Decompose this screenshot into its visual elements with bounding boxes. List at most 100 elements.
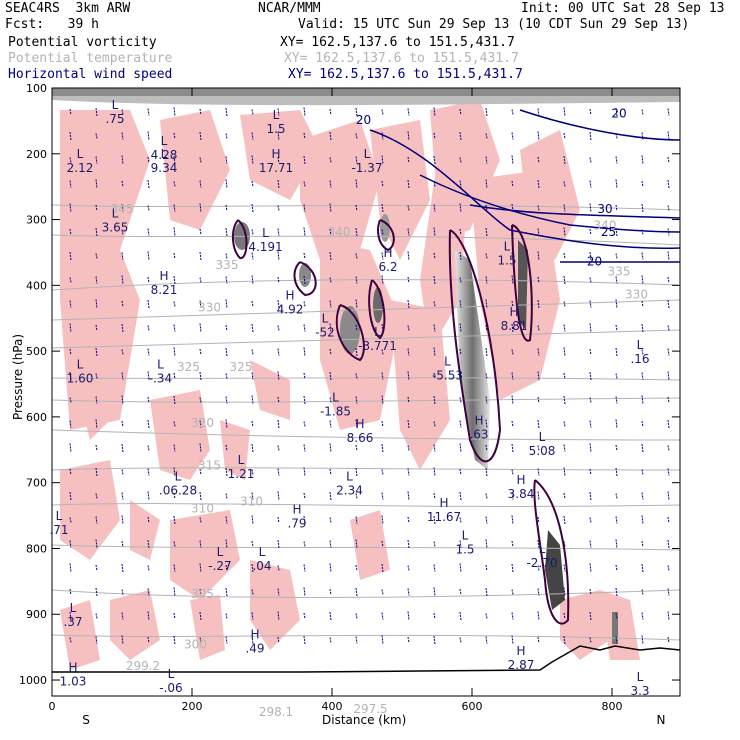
wind-barb [121,395,124,405]
y-tick-label: 300 [26,214,47,227]
theta-label: 299.2 [126,659,160,673]
wind-barb [303,444,306,452]
wind-barb [199,348,202,356]
wind-barb [173,372,176,380]
wind-barb [225,373,228,379]
center-value: .49 [245,641,264,655]
wind-barb [95,347,98,357]
wind-barb [589,131,592,141]
wind-barb [589,180,592,188]
wind-barb [537,539,540,549]
center-value: 3.65 [102,220,129,234]
plot-frame [51,87,681,697]
wind-barb [381,203,384,213]
wind-barb [485,299,488,309]
wind-barb [303,107,306,117]
wind-barb [589,517,592,523]
wind-barb [199,397,202,403]
wind-barb [329,300,332,308]
wind-barb [667,516,670,524]
wind-barb [225,324,228,332]
wind-barb [355,204,358,212]
wind-barb [173,275,176,285]
wind-barb [277,251,280,261]
wind-barb [355,373,358,379]
wind-barb [277,565,280,571]
terrain-fill [52,645,680,696]
wind-barb [615,396,618,404]
center-letter: H [68,660,77,674]
wind-barb [173,181,176,187]
wind-barb [121,372,124,380]
wind-barb [485,133,488,139]
wind-barb [199,180,202,188]
wind-barb [667,205,670,211]
field-wind-xy: XY= 162.5,137.6 to 151.5,431.7 [288,67,523,82]
wind-speed-label: 20 [611,107,626,121]
wind-barb [173,612,176,620]
wind-barb [199,637,202,643]
wind-barb [277,348,280,356]
center-letter: L [77,358,84,372]
x-tick-label: 0 [49,700,56,713]
wind-barb [381,229,384,235]
wind-barb [381,323,384,333]
wind-barb [251,275,254,285]
wind-barb [667,396,670,404]
wind-barb [407,299,410,309]
wind-barb [199,277,202,283]
wind-barb [121,275,124,285]
wind-barb [147,131,150,141]
wind-barb [121,635,124,645]
wind-barb [173,347,176,357]
wind-barb [589,540,592,548]
wind-barb [95,587,98,597]
wind-barb [537,396,540,404]
wind-barb [199,420,202,428]
wind-barb [537,636,540,644]
wind-barb [407,371,410,381]
wind-barb [173,541,176,547]
wind-barb [667,636,670,644]
wind-barb [641,323,644,333]
wind-barb [199,468,202,476]
wind-barb [173,444,176,452]
wind-barb [641,515,644,525]
wind-barb [329,443,332,453]
wind-barb [563,564,566,572]
wind-barb [433,492,436,500]
wind-barb [95,444,98,452]
wind-barb [69,277,72,283]
wind-barb [355,324,358,332]
y-tick-label: 400 [26,279,47,292]
wind-barb [69,323,72,333]
wind-barb [433,324,436,332]
wind-barb [641,275,644,285]
wind-barb [511,492,514,500]
institution-label: NCAR/MMM [258,1,321,16]
wind-barb [147,276,150,284]
wind-barb [277,516,280,524]
wind-barb [433,587,436,597]
wind-barb [95,156,98,164]
wind-barb [407,396,410,404]
wind-barb [381,469,384,475]
wind-barb [615,204,618,212]
wind-barb [303,395,306,405]
wind-barb [459,491,462,501]
wind-barb [537,228,540,236]
wind-barb [277,539,280,549]
wind-barb [199,203,202,213]
wind-barb [173,564,176,572]
wind-barb [537,205,540,211]
wind-barb [615,276,618,284]
wind-barb [303,181,306,187]
field-wind-name: Horizontal wind speed [8,67,173,82]
wind-barb [251,540,254,548]
wind-barb [277,636,280,644]
center-letter: L [217,545,224,559]
wind-barb [95,396,98,404]
wind-barb [641,155,644,165]
wind-barb [381,635,384,645]
